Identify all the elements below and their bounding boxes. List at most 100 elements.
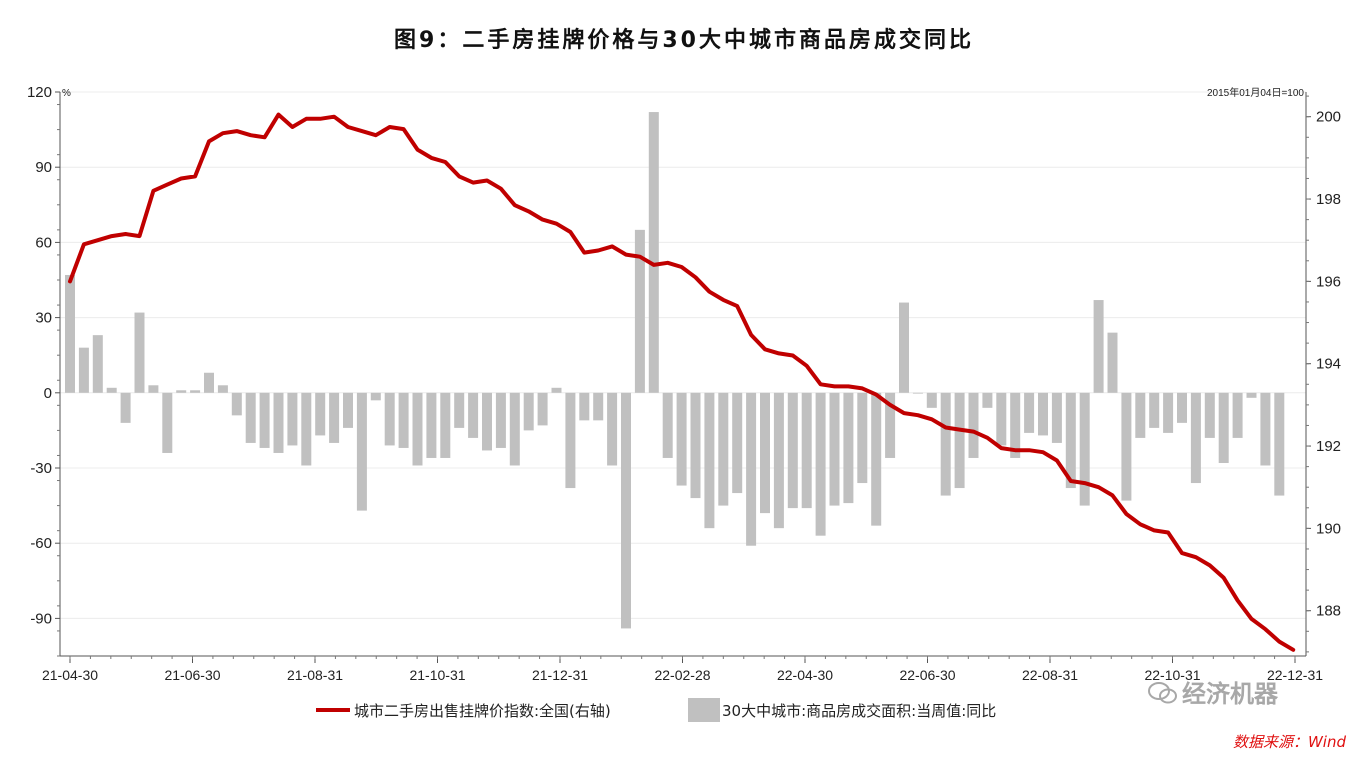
x-tick-label-9: 22-10-31 [1144,667,1200,683]
bar-84 [1232,392,1243,438]
bar-71 [1051,392,1062,443]
bar-3 [106,387,117,393]
bar-50 [760,392,770,514]
bar-86 [1260,392,1271,466]
bar-74 [1093,300,1104,393]
left-tick-label-6: -60 [30,535,52,552]
grid [60,91,1306,619]
bar-43 [662,392,673,458]
bar-48 [732,392,743,494]
bar-2 [92,335,103,393]
bar-11 [217,385,228,393]
bar-18 [315,392,326,436]
bar-61 [912,392,923,394]
left-tick-label-4: 0 [44,385,52,402]
bar-67 [996,392,1007,446]
bar-1 [78,347,89,393]
left-tick-label-2: 60 [35,234,52,251]
bar-55 [829,392,840,506]
bar-25 [412,392,423,466]
bar-66 [982,392,993,408]
bar-69 [1024,392,1035,433]
bar-14 [259,392,270,448]
bar-26 [426,392,437,458]
watermark: 经济机器 [1148,674,1278,709]
bar-9 [190,390,201,393]
bar-30 [482,392,492,451]
legend-bar-label[interactable]: 30大中城市:商品房成交面积:当周值:同比 [722,702,996,720]
bar-28 [454,392,465,428]
bar-31 [495,392,506,448]
bar-83 [1218,392,1229,463]
left-tick-label-0: 120 [27,84,52,101]
bar-44 [676,392,687,486]
x-tick-label-7: 22-06-30 [899,667,955,683]
bar-47 [718,392,729,506]
bar-24 [398,392,409,448]
bar-82 [1204,392,1215,438]
series-line [68,112,1296,652]
bar-22 [370,392,381,401]
right-tick-label-1: 198 [1316,191,1341,208]
left-tick-label-3: 30 [35,310,52,327]
axes: 120 90 60 30 0 -30 -60 -90% 200 198 196 194 192 190 18… [27,84,1341,683]
bar-54 [815,392,826,536]
bar-0 [65,274,75,393]
watermark-text: 经济机器 [1182,680,1278,708]
bar-10 [204,372,214,393]
bar-16 [287,392,298,446]
bar-53 [801,392,812,509]
bar-12 [231,392,242,416]
bar-70 [1038,392,1048,436]
right-tick-label-2: 196 [1316,273,1341,290]
bar-76 [1121,392,1132,501]
bar-21 [356,392,367,511]
bar-87 [1274,392,1285,496]
bar-34 [537,392,548,426]
x-tick-label-2: 21-08-31 [287,667,343,683]
bar-36 [565,392,576,489]
left-axis-unit: % [62,88,71,99]
bar-32 [509,392,520,466]
legend-bar-swatch [688,698,720,722]
bar-62 [926,392,937,408]
bar-45 [690,392,701,499]
bar-4 [120,392,131,423]
bar-15 [273,392,284,453]
wechat-icon [1148,682,1177,704]
bar-29 [468,392,479,438]
bar-57 [857,392,868,484]
x-tick-label-10: 22-12-31 [1267,667,1323,683]
bar-85 [1246,392,1257,398]
bar-72 [1065,392,1076,489]
source-note: 数据来源：Wind [1232,733,1346,751]
x-tick-label-4: 21-12-31 [532,667,588,683]
line-group [68,112,1296,652]
bar-6 [148,385,159,393]
x-tick-label-0: 21-04-30 [42,667,98,683]
bar-41 [634,229,645,393]
bar-5 [134,312,145,393]
bar-13 [245,392,256,443]
bar-17 [301,392,312,466]
left-tick-label-1: 90 [35,159,52,176]
bar-35 [551,387,562,393]
bar-42 [648,112,659,393]
bar-27 [440,392,451,458]
bar-77 [1135,392,1146,438]
right-tick-label-3: 194 [1316,356,1341,373]
x-tick-label-6: 22-04-30 [777,667,833,683]
bar-56 [843,392,854,504]
x-tick-label-8: 22-08-31 [1022,667,1078,683]
x-tick-label-5: 22-02-28 [654,667,710,683]
bar-63 [940,392,951,496]
legend-line-label[interactable]: 城市二手房出售挂牌价指数:全国(右轴) [354,702,611,720]
right-axis-unit: 2015年01月04日=100 [1207,86,1304,99]
bar-59 [885,392,896,458]
chart-title: 图9：二手房挂牌价格与30大中城市商品房成交同比 [394,28,974,53]
bar-64 [954,392,965,489]
left-tick-label-5: -30 [30,460,52,477]
x-tick-label-1: 21-06-30 [164,667,220,683]
bar-51 [773,392,784,529]
